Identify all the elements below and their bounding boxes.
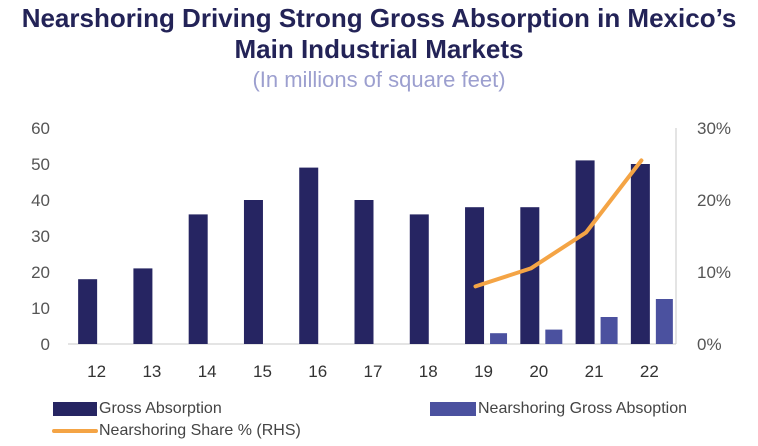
y-axis-tick-label: 60 xyxy=(31,119,50,138)
y-axis-tick-label: 0 xyxy=(41,335,50,354)
y-axis-tick-label: 20 xyxy=(31,263,50,282)
bar-gross-absorption xyxy=(520,207,540,344)
bar-gross-absorption xyxy=(409,214,429,344)
x-axis-tick-label: 13 xyxy=(142,362,161,381)
bar-gross-absorption xyxy=(299,167,319,344)
x-axis-tick-label: 17 xyxy=(364,362,383,381)
bar-gross-absorption xyxy=(465,207,485,344)
y-axis-tick-label: 40 xyxy=(31,191,50,210)
y-axis-tick-label: 30 xyxy=(31,227,50,246)
bar-nearshoring-gross-absorption xyxy=(655,299,673,344)
legend-swatch-gross-absorption xyxy=(53,402,97,416)
chart-title-line-2: Main Industrial Markets xyxy=(234,34,524,64)
x-axis-tick-label: 14 xyxy=(198,362,217,381)
y-axis-tick-label: 50 xyxy=(31,155,50,174)
bar-gross-absorption xyxy=(354,200,374,344)
legend-label-gross-absorption: Gross Absorption xyxy=(99,400,222,417)
y2-axis-tick-label: 0% xyxy=(697,335,722,354)
bar-gross-absorption xyxy=(630,164,650,344)
y2-axis-tick-label: 30% xyxy=(697,119,731,138)
bar-gross-absorption xyxy=(188,214,208,344)
x-axis-tick-label: 22 xyxy=(640,362,659,381)
bar-gross-absorption xyxy=(575,160,595,344)
legend-label-nearshoring-gross-absorption: Nearshoring Gross Absoption xyxy=(478,400,687,417)
x-axis-tick-label: 20 xyxy=(529,362,548,381)
bar-gross-absorption xyxy=(78,279,98,344)
y-axis-tick-label: 10 xyxy=(31,299,50,318)
x-axis-tick-label: 21 xyxy=(585,362,604,381)
bar-gross-absorption xyxy=(133,268,153,344)
x-axis-tick-label: 18 xyxy=(419,362,438,381)
x-axis-tick-label: 19 xyxy=(474,362,493,381)
chart-subtitle: (In millions of square feet) xyxy=(252,67,506,92)
bar-nearshoring-gross-absorption xyxy=(490,333,508,344)
line-nearshoring-share xyxy=(473,158,644,289)
bar-gross-absorption xyxy=(243,200,263,344)
y2-axis-tick-label: 20% xyxy=(697,191,731,210)
x-axis-tick-label: 12 xyxy=(87,362,106,381)
legend-label-nearshoring-share: Nearshoring Share % (RHS) xyxy=(99,422,301,439)
chart-title-line-1: Nearshoring Driving Strong Gross Absorpt… xyxy=(21,3,737,33)
x-axis-tick-label: 15 xyxy=(253,362,272,381)
legend-swatch-nearshoring-gross-absorption xyxy=(430,402,476,416)
legend-swatch-nearshoring-share xyxy=(52,429,98,433)
x-axis-tick-label: 16 xyxy=(308,362,327,381)
y2-axis-tick-label: 10% xyxy=(697,263,731,282)
bar-nearshoring-gross-absorption xyxy=(545,329,563,344)
bar-nearshoring-gross-absorption xyxy=(600,317,618,344)
